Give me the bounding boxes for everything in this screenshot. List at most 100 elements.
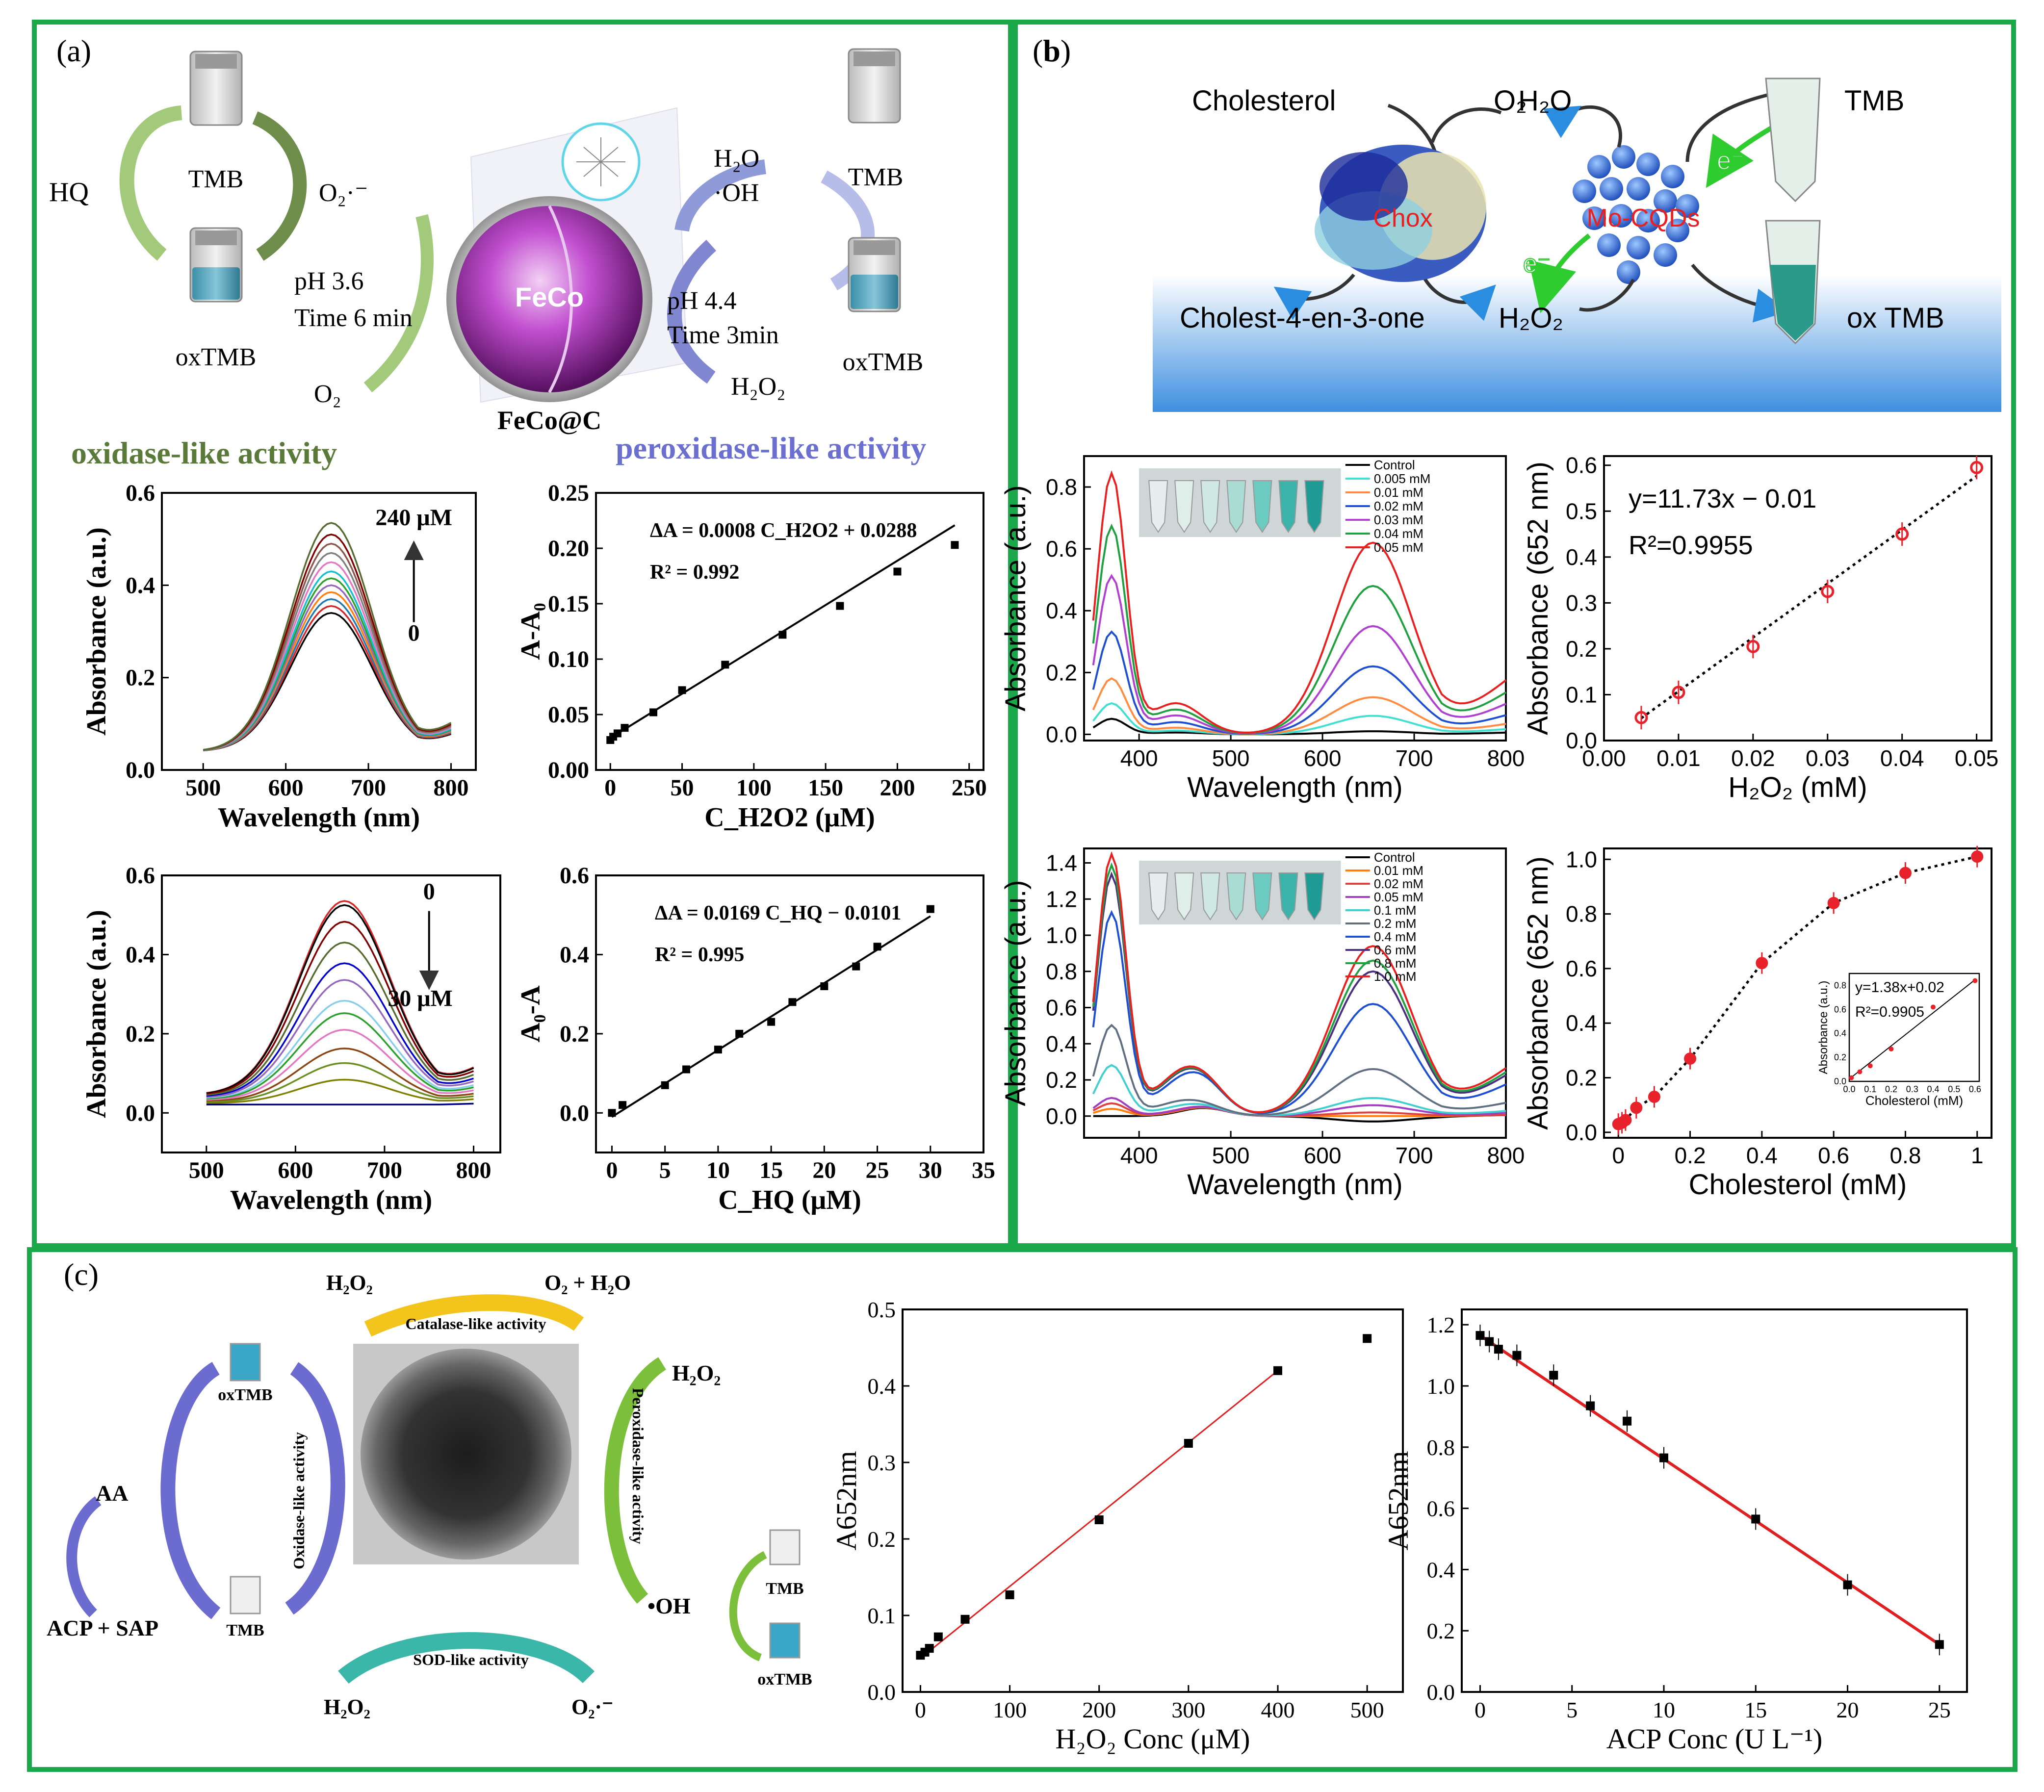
y-axis-label: Absorbance (652 nm) [1522, 856, 1554, 1130]
y-tick-label: 0.0 [1427, 1680, 1455, 1705]
data-point [1485, 1337, 1494, 1346]
x-tick-label: 700 [1396, 745, 1433, 771]
x-tick-label: 800 [456, 1157, 492, 1183]
data-point [1971, 850, 1984, 863]
spectrum-line [1092, 470, 1507, 734]
legend-label: 0.02 mM [1374, 499, 1423, 513]
x-tick-label: 300 [1171, 1697, 1205, 1722]
x-tick-label: 0 [915, 1697, 926, 1722]
y-tick-label: 0.8 [1427, 1435, 1455, 1460]
h2o-label: H₂O [714, 145, 759, 173]
x-axis-label: Wavelength (nm) [218, 802, 420, 833]
tube-icon [1174, 480, 1194, 533]
data-point [721, 661, 729, 669]
panel-c-border [27, 1247, 2018, 1772]
tube-icon [1252, 872, 1272, 921]
inset-point [1857, 1069, 1863, 1075]
tmb-label-b: TMB [1844, 85, 1904, 117]
spectrum-line [1092, 630, 1506, 735]
legend-label: 0.05 mM [1374, 540, 1423, 555]
chart-a1-spectra: 500 600 700 800 0.0 0.2 0.4 0.6 Wavelength (nm) A… [81, 480, 477, 833]
spectrum-line [1092, 1024, 1506, 1116]
y-tick-label: 0.4 [126, 942, 155, 968]
fit-r2: R² = 0.995 [655, 944, 744, 966]
vial-oxtmb-c-right [769, 1622, 801, 1659]
x-tick-label: 0.02 [1731, 745, 1775, 771]
tube-icon [1148, 872, 1168, 921]
chart-b4-calibration-cholesterol: 0 0.2 0.4 0.6 0.8 1 0.0 0.2 0.4 0.6 0.8 1.0 Choleste… [1522, 845, 1992, 1201]
data-point [1672, 686, 1685, 699]
x-tick-label: 100 [993, 1697, 1027, 1722]
x-tick-label: 400 [1120, 745, 1158, 771]
data-point [1821, 585, 1835, 598]
y-tick-label: 0.1 [868, 1603, 896, 1628]
x-tick-label: 0.8 [1889, 1143, 1921, 1168]
inset-y-tick: 0.6 [1834, 1004, 1846, 1014]
spectrum-line [206, 1062, 474, 1103]
water-background [1153, 275, 2001, 412]
y-tick-label: 0.8 [1046, 959, 1077, 984]
x-tick-label: 1 [1971, 1143, 1984, 1168]
y-tick-label: 0.5 [1566, 498, 1597, 524]
x-tick-label: 400 [1120, 1143, 1158, 1168]
plot-frame [595, 874, 984, 1153]
y-tick-label: 0.0 [1566, 728, 1597, 753]
chox-enzyme: Chox [1315, 145, 1486, 282]
y-tick-label: 0.5 [868, 1297, 896, 1322]
spectrum-line [1092, 717, 1506, 736]
data-point [1623, 1416, 1632, 1426]
plot-frame [161, 492, 477, 771]
y-tick-label: 0.6 [1046, 536, 1077, 562]
legend-label: 0.02 mM [1374, 876, 1423, 891]
sod-label: SOD-like activity [413, 1651, 529, 1668]
data-point [926, 905, 934, 913]
data-point [820, 982, 828, 990]
x-axis-label: H₂O₂ (mM) [1728, 771, 1867, 803]
inset-x-tick: 0.2 [1885, 1084, 1897, 1094]
inset-y-tick: 0.0 [1834, 1076, 1846, 1086]
x-tick-label: 800 [433, 775, 468, 801]
data-point [621, 724, 629, 732]
x-tick-label: 600 [1304, 1143, 1342, 1168]
x-axis-label: H₂O₂ Conc (μM) [1056, 1723, 1250, 1755]
spectrum-line [206, 921, 474, 1095]
fit-r2: R² = 0.992 [650, 561, 739, 584]
data-point [682, 1065, 690, 1074]
x-tick-label: 0.00 [1582, 745, 1626, 771]
x-tick-label: 800 [1487, 745, 1525, 771]
data-point [1094, 1515, 1104, 1524]
h2o-label-b: H₂O [1518, 85, 1572, 117]
h2o2-top-label: H₂O₂ [326, 1271, 373, 1295]
cholesterol-label: Cholesterol [1192, 85, 1336, 117]
y-tick-label: 0.0 [1046, 721, 1077, 747]
x-tick-label: 30 [919, 1157, 942, 1183]
y-axis-label: Absorbance (a.u.) [1000, 880, 1032, 1106]
inset-equation: y=1.38x+0.02 [1855, 979, 1944, 996]
spectrum-line [1092, 910, 1506, 1114]
data-point [1619, 1114, 1632, 1126]
data-point [778, 631, 787, 639]
cholestenone-label: Cholest-4-en-3-one [1180, 302, 1425, 334]
spectrum-line [1092, 523, 1507, 734]
oxidase-label-c: Oxidase-like activity [290, 1432, 308, 1569]
y-tick-label: 1.0 [1046, 922, 1077, 948]
panel-a-label: (a) [56, 33, 91, 68]
data-point [1648, 1091, 1660, 1103]
plot-frame [1603, 847, 1992, 1139]
tube-oxtmb [1765, 220, 1821, 345]
x-tick-label: 0.04 [1880, 745, 1924, 771]
legend-label: 0.8 mM [1374, 956, 1417, 971]
catalase-label: Catalase-like activity [405, 1315, 546, 1332]
chox-label: Chox [1373, 204, 1432, 232]
y-tick-label: 0.6 [1427, 1496, 1455, 1521]
x-tick-label: 0 [1612, 1143, 1625, 1168]
x-axis-label: ACP Conc (U L⁻¹) [1606, 1723, 1823, 1755]
data-point [1586, 1401, 1595, 1410]
x-tick-label: 5 [659, 1157, 671, 1183]
x-tick-label: 200 [1082, 1697, 1116, 1722]
inset-x-label: Cholesterol (mM) [1865, 1093, 1963, 1108]
annotation-top: 0 [423, 878, 435, 904]
x-tick-label: 0.05 [1955, 745, 1999, 771]
y-axis-label: Absorbance (652 nm) [1522, 461, 1554, 735]
x-tick-label: 800 [1487, 1143, 1525, 1168]
